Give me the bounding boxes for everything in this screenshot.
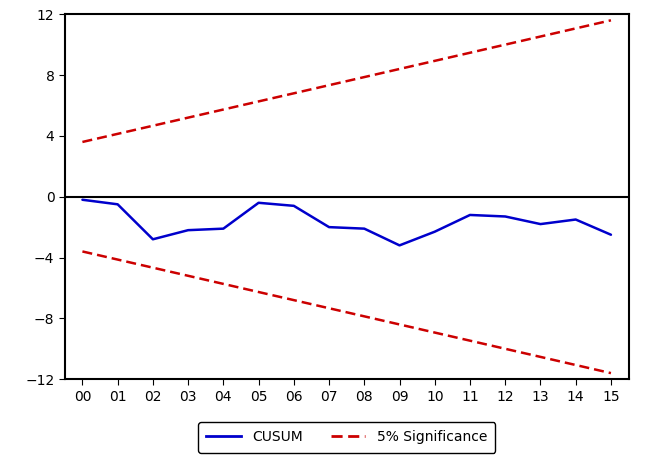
Legend: CUSUM, 5% Significance: CUSUM, 5% Significance [198,422,495,453]
